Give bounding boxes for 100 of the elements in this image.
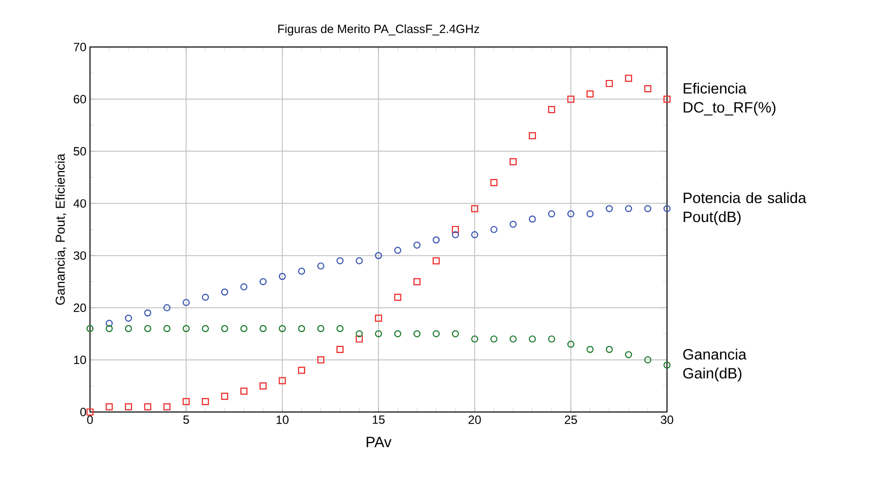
point <box>356 257 363 264</box>
point <box>317 325 324 332</box>
point <box>644 356 652 364</box>
point <box>490 179 498 186</box>
point <box>336 257 344 264</box>
point <box>298 268 306 275</box>
point <box>144 325 152 332</box>
point <box>260 382 267 390</box>
point <box>144 403 152 410</box>
point <box>432 236 440 244</box>
point <box>452 330 459 338</box>
point <box>567 210 574 218</box>
point <box>356 330 363 338</box>
point <box>221 325 228 332</box>
point <box>490 226 498 234</box>
y-tick-label: 0 <box>80 408 86 416</box>
point <box>528 132 536 140</box>
point <box>374 252 382 260</box>
point <box>567 340 574 348</box>
point <box>124 403 132 410</box>
point <box>374 314 382 322</box>
point <box>586 90 594 98</box>
point <box>278 325 286 332</box>
point <box>106 403 113 410</box>
series-label: Eficiencia DC_to_RF(%) <box>684 82 776 116</box>
point <box>163 403 170 410</box>
point <box>202 398 209 406</box>
point <box>336 346 344 353</box>
point <box>240 283 248 290</box>
point <box>624 74 632 82</box>
point <box>278 377 286 384</box>
series-label: Potencia de salida Pout(dB) <box>684 192 806 226</box>
point <box>510 335 517 343</box>
y-tick-label: 30 <box>74 251 86 260</box>
point <box>240 388 248 395</box>
point <box>413 278 421 286</box>
point <box>606 205 613 212</box>
point <box>240 325 248 332</box>
point <box>471 205 478 212</box>
y-tick-label: 50 <box>74 147 86 156</box>
point <box>260 325 267 332</box>
point <box>471 231 478 238</box>
point <box>221 392 228 400</box>
point <box>452 226 459 234</box>
point <box>336 325 344 332</box>
point <box>548 210 556 218</box>
point <box>260 278 267 286</box>
point <box>86 325 94 332</box>
y-tick-label: 40 <box>73 199 86 208</box>
point <box>202 325 209 332</box>
point <box>374 330 382 338</box>
point <box>124 325 132 332</box>
y-tick-label: 20 <box>74 303 86 312</box>
point <box>298 325 306 332</box>
point <box>432 257 440 264</box>
x-tick-label: 15 <box>372 416 385 424</box>
point <box>413 330 421 338</box>
point <box>163 304 170 312</box>
point <box>606 80 613 88</box>
point <box>452 231 459 238</box>
point <box>278 272 286 280</box>
point <box>124 314 132 322</box>
point <box>182 325 190 332</box>
y-tick-label: 60 <box>74 94 86 104</box>
point <box>163 325 170 332</box>
point <box>663 205 671 212</box>
x-tick-label: 25 <box>564 416 577 424</box>
point <box>490 335 498 343</box>
point <box>182 398 190 406</box>
x-tick-label: 20 <box>468 416 481 424</box>
point <box>586 346 594 353</box>
point <box>624 205 632 212</box>
series-label: Ganancia Gain(dB) <box>683 348 746 382</box>
point <box>528 335 536 343</box>
point <box>548 106 556 114</box>
x-tick-label: 30 <box>660 416 674 424</box>
point <box>394 246 402 254</box>
x-tick-label: 5 <box>183 416 189 424</box>
point <box>106 320 113 327</box>
point <box>606 346 613 353</box>
point <box>394 330 402 338</box>
point <box>144 309 152 316</box>
point <box>202 294 209 301</box>
point <box>413 242 421 249</box>
point <box>644 205 652 212</box>
x-tick-label: 0 <box>87 416 93 424</box>
point <box>548 335 556 343</box>
x-axis-title: PAv <box>366 436 392 448</box>
y-tick-label: 10 <box>74 356 86 364</box>
y-tick-label: 70 <box>74 42 86 52</box>
point <box>317 262 324 270</box>
point <box>356 335 363 343</box>
x-tick-label: 10 <box>276 416 289 424</box>
point <box>510 220 517 228</box>
point <box>432 330 440 338</box>
point <box>221 288 228 296</box>
point <box>510 158 517 166</box>
point <box>298 366 306 374</box>
point <box>528 216 536 223</box>
point <box>663 362 671 369</box>
